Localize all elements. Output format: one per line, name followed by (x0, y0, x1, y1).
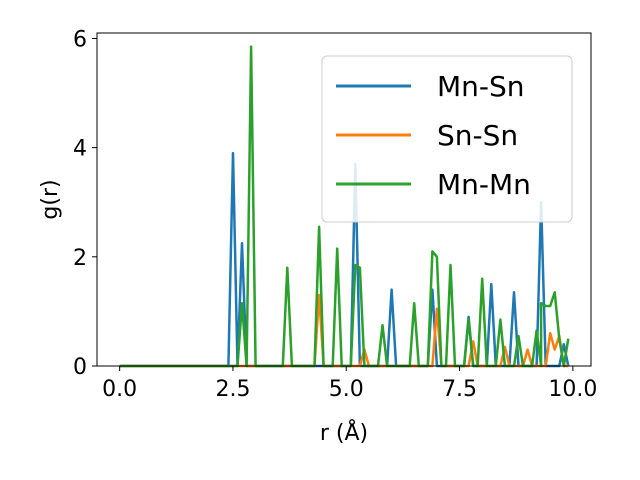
x-tick-label: 7.5 (442, 377, 477, 402)
y-tick-label: 4 (73, 137, 87, 162)
legend-label-sn-sn: Sn-Sn (437, 119, 518, 152)
legend: Mn-Sn Sn-Sn Mn-Mn (321, 55, 573, 223)
y-tick-label: 6 (73, 27, 87, 52)
x-tick-label: 2.5 (215, 377, 250, 402)
legend-box (321, 55, 573, 223)
x-axis-ticks: 0.0 2.5 5.0 7.5 10.0 (102, 366, 597, 402)
x-tick-label: 0.0 (102, 377, 137, 402)
legend-label-mn-sn: Mn-Sn (437, 70, 525, 103)
x-axis-label: r (Å) (320, 419, 368, 446)
y-tick-label: 2 (73, 246, 87, 271)
y-tick-label: 0 (73, 355, 87, 380)
x-tick-label: 10.0 (548, 377, 597, 402)
y-axis-label: g(r) (38, 179, 63, 219)
legend-label-mn-mn: Mn-Mn (437, 168, 531, 201)
x-tick-label: 5.0 (329, 377, 364, 402)
y-axis-ticks: 0 2 4 6 (73, 27, 97, 380)
axes-frame (96, 32, 592, 367)
